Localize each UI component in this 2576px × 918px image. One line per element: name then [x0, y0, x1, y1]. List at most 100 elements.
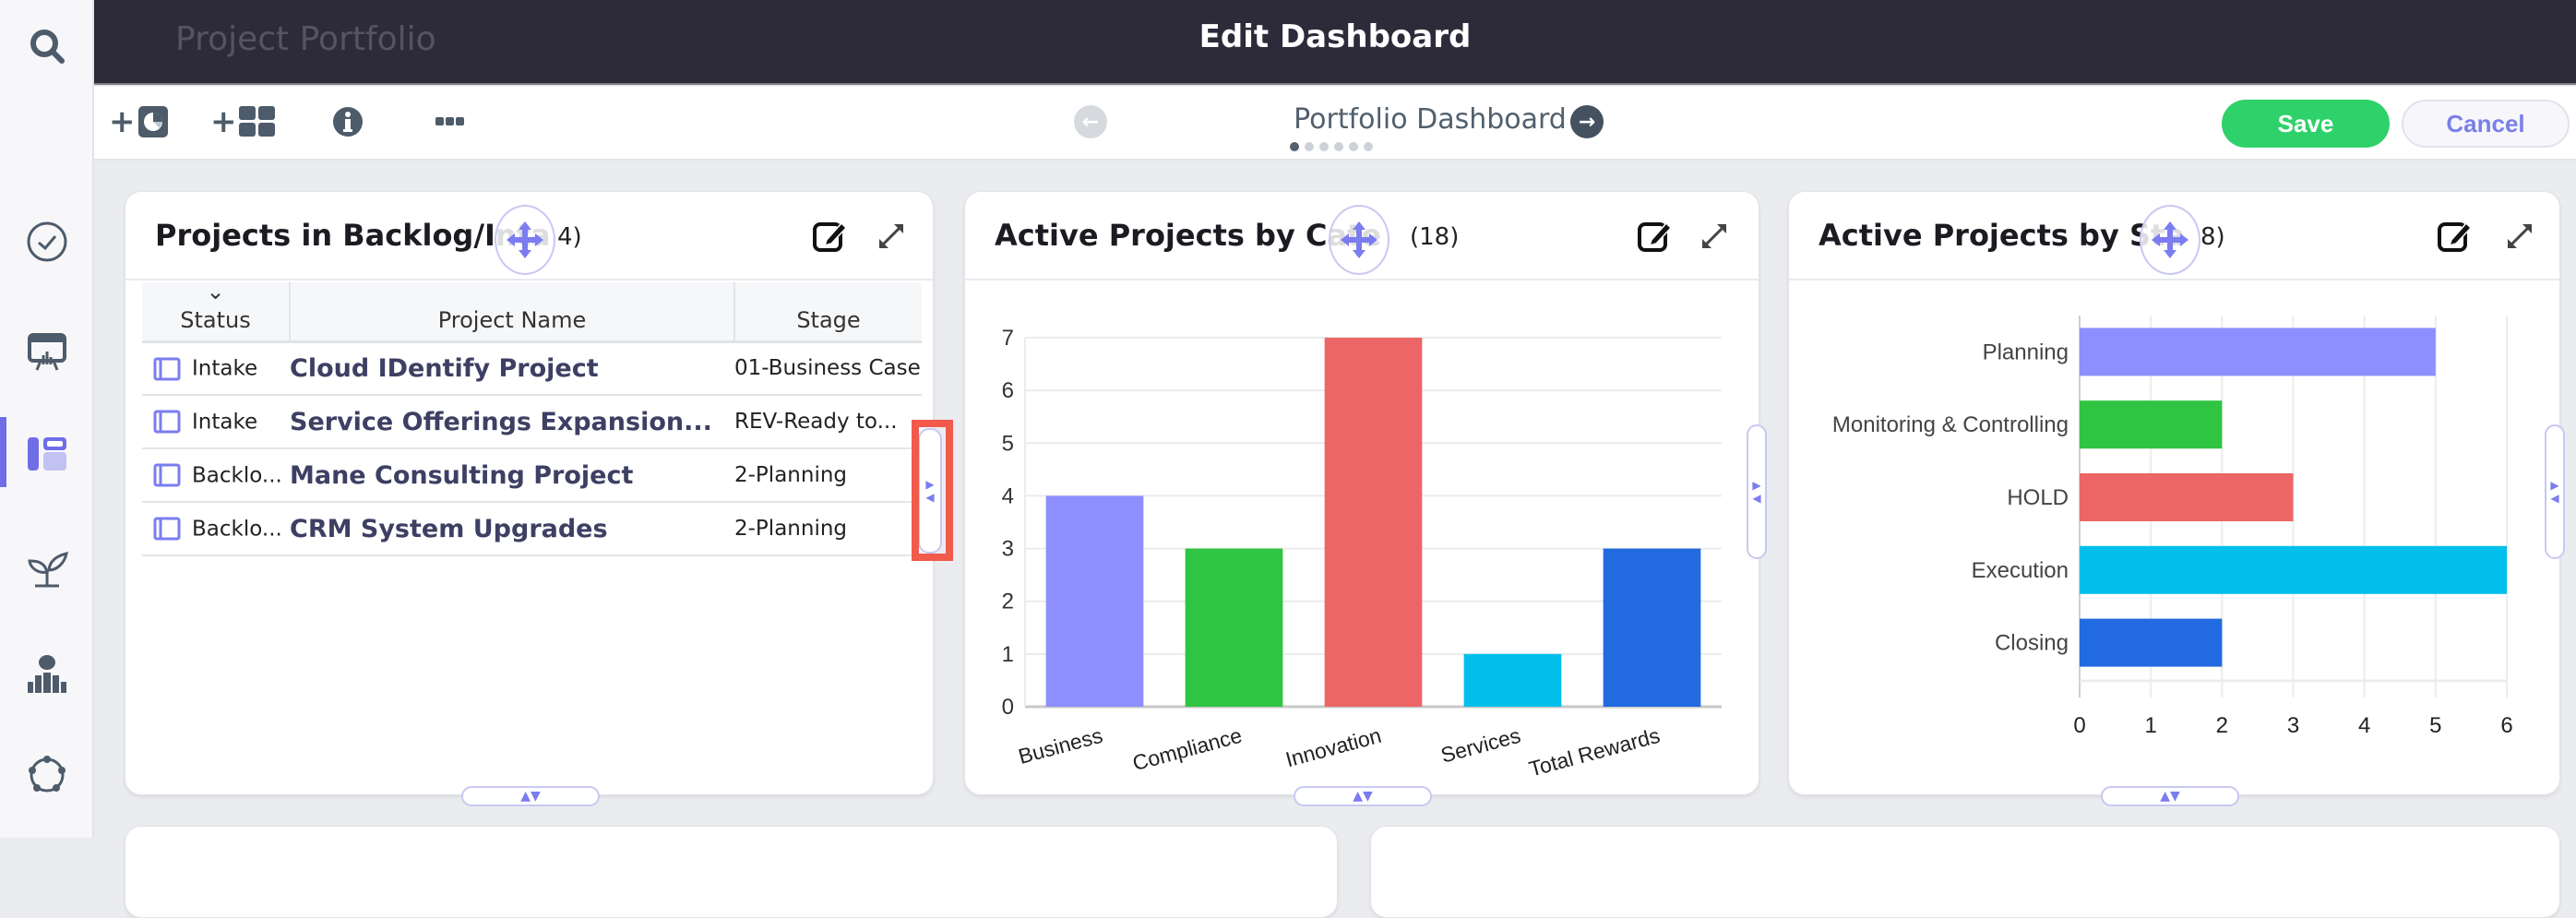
plus-icon: +: [109, 103, 136, 140]
sidebar-active-indicator: [0, 417, 6, 487]
dashboard-name: Portfolio Dashboard: [1294, 103, 1567, 136]
project-link[interactable]: Mane Consulting Project: [290, 460, 634, 490]
y-tick-label: 7: [1002, 326, 1014, 351]
y-tick-label: Execution: [1972, 558, 2069, 583]
bar-compliance: [1185, 548, 1283, 707]
check-circle-icon: [27, 221, 67, 262]
expand-widget-button[interactable]: [2499, 216, 2540, 256]
horizontal-resize-handle[interactable]: ▶ ◀: [918, 428, 942, 554]
x-tick-label: 1: [2144, 713, 2156, 738]
project-link[interactable]: Cloud IDentify Project: [290, 353, 599, 383]
category-chart-widget: Active Projects by Cate (18) 0 1 2 3 4 5 6 7 Bus…: [964, 191, 1759, 806]
edit-widget-button[interactable]: [1635, 216, 1676, 256]
resize-up-down-icon: ▲▼: [1353, 789, 1373, 804]
status-cell: Backlo...: [142, 502, 290, 555]
table-row[interactable]: Intake Service Offerings Expansion... RE…: [142, 395, 922, 448]
table-header-row: ⌄ Status Project Name Stage: [142, 279, 922, 341]
sidebar-item-search[interactable]: [0, 17, 94, 76]
sidebar-item-tasks[interactable]: [0, 212, 94, 271]
horizontal-resize-handle[interactable]: ▶ ◀: [1747, 424, 1767, 559]
chart-widget-icon: [137, 106, 168, 137]
move-arrows-icon: [2152, 221, 2188, 258]
project-folder-icon: [153, 463, 181, 487]
sort-chevron-icon[interactable]: ⌄: [206, 279, 225, 304]
column-header-status[interactable]: ⌄ Status: [142, 279, 290, 341]
stage-cell: 2-Planning: [734, 463, 848, 487]
widget-header: Active Projects by Sta 8): [1789, 192, 2559, 280]
page-dot[interactable]: [1349, 142, 1358, 151]
page-dot[interactable]: [1334, 142, 1343, 151]
project-link[interactable]: Service Offerings Expansion...: [290, 407, 712, 436]
page-dot[interactable]: [1305, 142, 1314, 151]
y-tick-label: Planning: [1983, 340, 2069, 364]
horizontal-resize-handle[interactable]: ▶ ◀: [2545, 424, 2565, 559]
widget-count: 8): [2200, 223, 2225, 251]
vertical-resize-handle[interactable]: ▲▼: [1294, 786, 1432, 806]
more-dots-icon: [435, 117, 464, 125]
bar-services: [1463, 653, 1562, 707]
vertical-resize-handle[interactable]: ▲▼: [461, 786, 600, 806]
resize-up-down-icon: ▲▼: [2160, 789, 2180, 804]
x-tick-label: 2: [2216, 713, 2228, 738]
category-bar-chart: 0 1 2 3 4 5 6 7 Business Compliance Innovation Serv…: [1002, 326, 1722, 781]
sidebar-item-dashboards[interactable]: [0, 424, 94, 483]
expand-widget-button[interactable]: [871, 216, 912, 256]
app-title[interactable]: Project Portfolio: [175, 20, 436, 58]
y-tick-label: 6: [1002, 378, 1014, 403]
resize-left-right-icon: ▶ ◀: [925, 478, 935, 504]
table-row[interactable]: Backlo... CRM System Upgrades 2-Planning: [142, 502, 922, 555]
next-dashboard-button[interactable]: →: [1570, 105, 1604, 138]
y-tick-label: HOLD: [2007, 485, 2069, 510]
column-header-project-name[interactable]: Project Name: [289, 282, 734, 341]
page-dot[interactable]: [1290, 142, 1299, 151]
projects-table: ⌄ Status Project Name Stage Intake Cloud…: [142, 279, 922, 556]
more-options-button[interactable]: [435, 101, 465, 142]
page-dot[interactable]: [1364, 142, 1373, 151]
table-row[interactable]: Backlo... Mane Consulting Project 2-Plan…: [142, 448, 922, 502]
sidebar-item-resources[interactable]: [0, 644, 94, 703]
expand-widget-button[interactable]: [1694, 216, 1735, 256]
edit-widget-button[interactable]: [810, 216, 851, 256]
sidebar-item-presentation[interactable]: [0, 323, 94, 382]
add-widget-button[interactable]: +: [109, 101, 169, 142]
project-folder-icon: [153, 357, 181, 380]
x-tick-label: 6: [2500, 713, 2512, 738]
table-row[interactable]: Intake Cloud IDentify Project 01-Busines…: [142, 341, 922, 395]
previous-dashboard-button[interactable]: ←: [1074, 105, 1107, 138]
network-circle-icon: [29, 756, 66, 793]
project-name-cell: Cloud IDentify Project: [290, 341, 734, 395]
arrow-right-icon: →: [1578, 110, 1596, 134]
y-tick-label: 1: [1002, 642, 1014, 667]
info-button[interactable]: [332, 101, 364, 142]
cancel-button[interactable]: Cancel: [2402, 100, 2570, 148]
project-name-cell: CRM System Upgrades: [290, 502, 734, 555]
x-tick-label: Business: [1016, 723, 1105, 769]
vertical-resize-handle[interactable]: ▲▼: [2101, 786, 2239, 806]
stage-cell: REV-Ready to...: [734, 410, 898, 434]
project-link[interactable]: CRM System Upgrades: [290, 514, 608, 543]
top-bar: Project Portfolio Edit Dashboard: [94, 0, 2576, 85]
page-dot[interactable]: [1319, 142, 1329, 151]
x-tick-label: Services: [1438, 723, 1523, 768]
widget-title: Active Projects by Sta: [1819, 218, 2185, 253]
add-layout-button[interactable]: +: [210, 101, 276, 142]
edit-icon: [2438, 221, 2473, 252]
y-tick-label: 3: [1002, 537, 1014, 562]
project-name-cell: Mane Consulting Project: [290, 448, 734, 502]
column-header-stage[interactable]: Stage: [733, 282, 922, 341]
dashboard-layout-icon: [28, 437, 66, 471]
bar-closing: [2080, 618, 2223, 667]
stage-bar-chart: 0 1 2 3 4 5 6 Planning Monitoring & Controlling H…: [1832, 316, 2513, 738]
edit-widget-button[interactable]: [2435, 216, 2475, 256]
drag-move-handle[interactable]: [2140, 205, 2200, 275]
presentation-board-icon: [28, 333, 66, 371]
x-tick-label: 3: [2287, 713, 2299, 738]
sidebar-item-growth[interactable]: [0, 540, 94, 599]
drag-move-handle[interactable]: [495, 205, 555, 275]
people-chart-icon: [28, 655, 66, 693]
save-button[interactable]: Save: [2222, 100, 2390, 148]
drag-move-handle[interactable]: [1329, 205, 1389, 275]
sidebar-item-network[interactable]: [0, 745, 94, 805]
x-tick-label: 4: [2358, 713, 2370, 738]
expand-icon: [1702, 224, 1726, 248]
